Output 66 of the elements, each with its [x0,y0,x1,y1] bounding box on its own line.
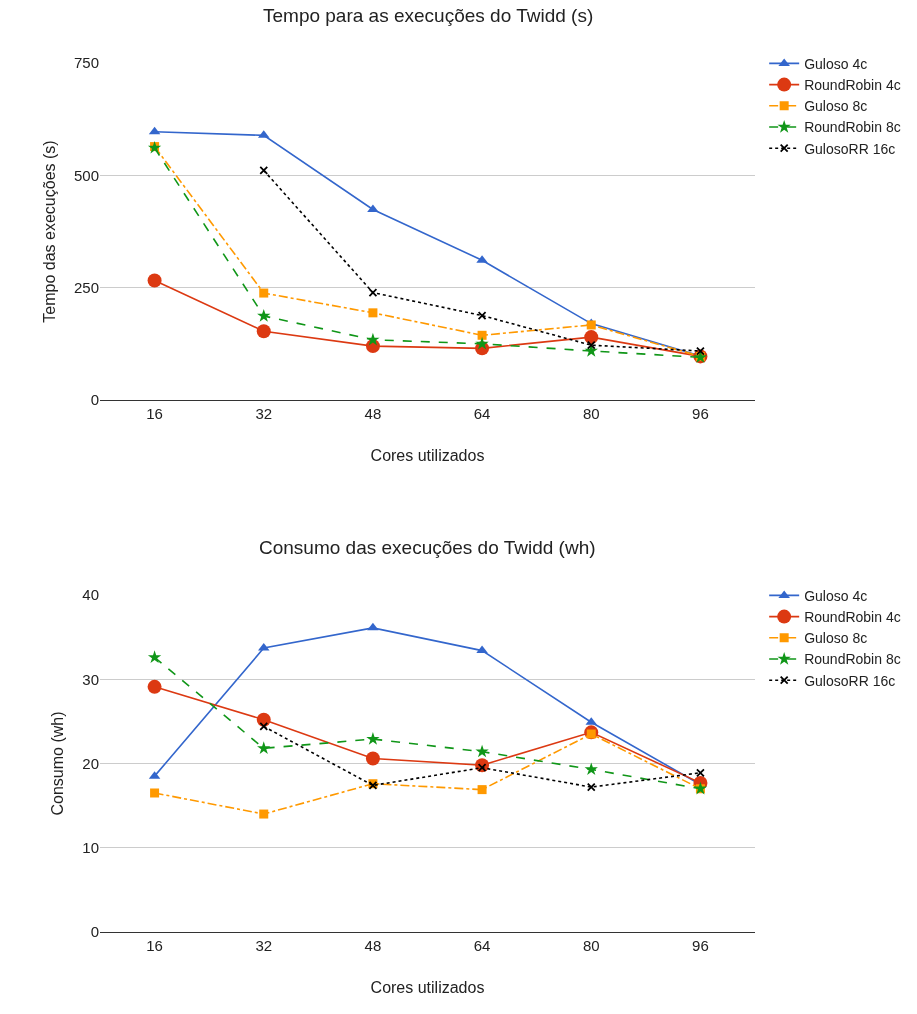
legend-label: GulosoRR 16c [804,140,896,157]
x-tick-label: 32 [255,405,273,422]
x-tick-label: 80 [582,405,600,422]
y-tick-label: 10 [82,839,99,856]
legend-label: Guloso 8c [804,98,868,115]
point [259,809,269,819]
point [365,751,380,766]
point [259,165,269,175]
x-tick-label: 96 [692,405,709,422]
y-tick-label: 500 [73,166,99,184]
x-tick-label: 96 [692,937,709,954]
point [475,744,489,758]
legend-label: Guloso 4c [804,55,868,72]
point [476,645,488,654]
point [257,308,271,322]
y-tick-label: 0 [90,391,99,409]
point [477,311,487,320]
point [586,782,596,792]
point [150,788,160,798]
point [696,346,705,356]
y-axis-title: Tempo das execuções (s) [40,140,58,323]
x-tick-label: 48 [364,405,382,422]
x-tick-label: 64 [473,937,491,954]
point [477,330,487,340]
x-tick-label: 64 [473,405,491,422]
legend-label: GulosoRR 16c [804,672,896,689]
x-tick-label: 32 [255,937,273,954]
point [368,308,378,318]
point [259,722,269,731]
y-tick-label: 0 [90,923,99,941]
point [366,332,380,346]
point [259,288,269,298]
point [584,344,598,357]
legend-label: Guloso 8c [804,630,868,647]
legend-label: RoundRobin 8c [804,119,901,136]
y-tick-label: 750 [73,54,99,72]
x-axis-title: Cores utilizados [370,978,485,996]
point [257,741,271,754]
point [475,336,489,350]
legend-label: RoundRobin 4c [804,77,901,94]
x-tick-label: 16 [146,937,163,954]
point [366,732,380,745]
chart-title: Consumo das execuções do Twidd (wh) [259,537,596,558]
legend-label: RoundRobin 4c [804,609,901,626]
point [696,768,705,778]
x-tick-label: 80 [582,937,600,954]
point [584,762,598,776]
point [147,273,162,288]
point [477,785,487,795]
legend-label: Guloso 4c [804,587,868,604]
y-tick-label: 30 [82,670,99,688]
y-axis-title: Consumo (wh) [49,711,67,816]
point [256,324,271,339]
legend-label: RoundRobin 8c [804,651,901,668]
point [147,650,162,663]
x-tick-label: 48 [364,937,382,954]
x-axis-title: Cores utilizados [370,446,485,464]
point [584,330,599,345]
point [586,340,596,350]
chart-title: Tempo para as execuções do Twidd (s) [263,5,594,26]
point [368,288,378,298]
y-tick-label: 250 [73,278,99,296]
point [147,679,162,694]
y-tick-label: 40 [82,586,99,604]
x-tick-label: 16 [146,405,163,422]
y-tick-label: 20 [82,754,99,772]
